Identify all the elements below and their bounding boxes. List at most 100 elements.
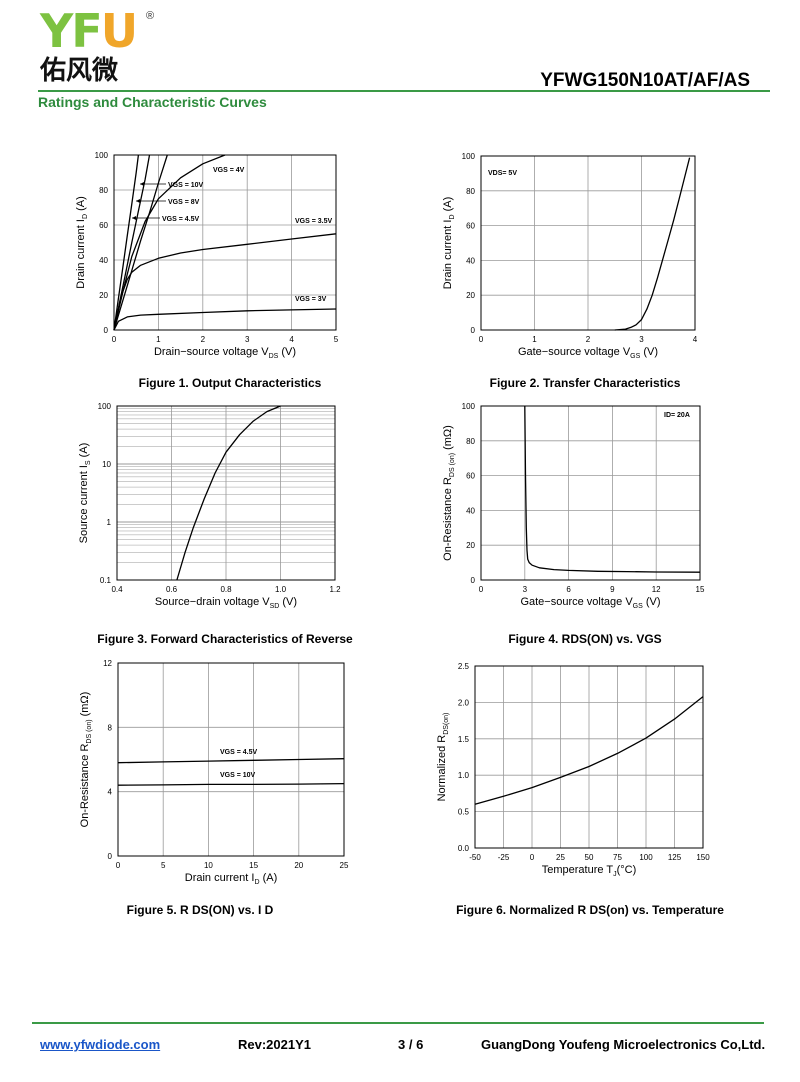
- y-tick-label: 100: [98, 402, 112, 411]
- data-series-line: [614, 157, 691, 331]
- x-tick-label: 6: [566, 585, 571, 594]
- header-divider: [38, 90, 770, 92]
- y-tick-label: 100: [95, 151, 109, 160]
- y-tick-label: 20: [466, 291, 475, 300]
- figure-3-caption: Figure 3. Forward Characteristics of Rev…: [97, 632, 353, 646]
- x-tick-label: 3: [245, 335, 250, 344]
- x-tick-label: 0.4: [111, 585, 123, 594]
- curve-label: VDS= 5V: [488, 170, 517, 177]
- y-tick-label: 60: [466, 472, 475, 481]
- data-series-line: [524, 405, 701, 573]
- x-tick-label: 150: [696, 853, 710, 862]
- figure-4-caption: Figure 4. RDS(ON) vs. VGS: [508, 632, 662, 646]
- y-axis-title: On-Resistance RDS (on) (mΩ): [442, 425, 456, 561]
- y-tick-label: 0.0: [458, 844, 470, 853]
- x-axis-title: Source−drain voltage VSD (V): [155, 596, 297, 610]
- plot-frame: [117, 662, 345, 857]
- y-tick-label: 100: [462, 152, 476, 161]
- y-axis-title: Drain current ID (A): [442, 197, 456, 290]
- curve-label: VGS = 4V: [213, 167, 245, 174]
- y-tick-label: 100: [462, 402, 476, 411]
- figure-1: 0 1 2 3 4 5 0 20 40 60 80 100 Drain−source voltage V…: [75, 151, 339, 360]
- y-tick-label: 1: [107, 518, 112, 527]
- figure-6: -50 -25 0 25 50 75 100 125 150 0.0 0.5 1.0 1.5 2.0 2.5…: [436, 662, 710, 878]
- curve-label: VGS = 10V: [168, 182, 204, 189]
- company-name: GuangDong Youfeng Microelectronics Co,Lt…: [481, 1037, 766, 1052]
- revision-label: Rev:2021Y1: [238, 1037, 311, 1052]
- y-tick-label: 10: [102, 460, 111, 469]
- x-tick-label: 9: [610, 585, 615, 594]
- logo-letter-u: U: [100, 4, 138, 58]
- plot-frame: [116, 405, 336, 581]
- y-tick-label: 40: [99, 256, 108, 265]
- company-logo: YFU: [40, 8, 138, 54]
- data-series-line: [113, 233, 337, 331]
- data-series-line: [117, 782, 345, 786]
- arrow-head: [132, 216, 136, 220]
- y-tick-label: 0.1: [100, 576, 112, 585]
- plot-frame: [480, 405, 701, 581]
- x-tick-label: 0: [479, 585, 484, 594]
- x-tick-label: 5: [161, 861, 166, 870]
- y-tick-label: 1.0: [458, 771, 470, 780]
- x-tick-label: 4: [289, 335, 294, 344]
- x-tick-label: 1.0: [275, 585, 287, 594]
- figure-3: 0.4 0.6 0.8 1.0 1.2 0.1 1 10 100 Source−drain vol…: [78, 402, 341, 610]
- y-axis-title: Normalized RDS(on): [436, 713, 450, 802]
- y-tick-label: 40: [466, 256, 475, 265]
- x-axis-title: Drain−source voltage VDS (V): [154, 346, 296, 360]
- section-title: Ratings and Characteristic Curves: [38, 94, 267, 110]
- data-series-line: [113, 154, 168, 331]
- data-series-line: [113, 154, 140, 331]
- x-tick-label: 1: [156, 335, 161, 344]
- arrow-head: [136, 199, 140, 203]
- y-tick-label: 40: [466, 506, 475, 515]
- arrow-head: [140, 182, 144, 186]
- curve-label: VGS = 3V: [295, 296, 327, 303]
- x-tick-label: 0: [479, 335, 484, 344]
- x-tick-label: 12: [652, 585, 661, 594]
- curve-label: ID= 20A: [664, 412, 690, 419]
- y-tick-label: 0: [104, 326, 109, 335]
- x-tick-label: 1: [532, 335, 537, 344]
- data-series-line: [117, 758, 345, 764]
- part-number: YFWG150N10AT/AF/AS: [540, 70, 750, 91]
- y-tick-label: 8: [108, 723, 113, 732]
- curve-label: VGS = 4.5V: [220, 749, 257, 756]
- data-series-line: [474, 696, 704, 805]
- x-tick-label: 20: [294, 861, 303, 870]
- y-tick-label: 2.5: [458, 662, 470, 671]
- x-tick-label: 0: [530, 853, 535, 862]
- curve-label: VGS = 10V: [220, 772, 256, 779]
- x-tick-label: 3: [639, 335, 644, 344]
- x-tick-label: 15: [249, 861, 258, 870]
- x-tick-label: 2: [201, 335, 206, 344]
- y-axis-title: Source current IS (A): [78, 443, 92, 544]
- x-tick-label: 3: [523, 585, 528, 594]
- x-tick-label: 125: [668, 853, 682, 862]
- x-tick-label: 5: [334, 335, 339, 344]
- x-tick-label: 25: [556, 853, 565, 862]
- x-tick-label: 100: [639, 853, 653, 862]
- x-tick-label: 15: [696, 585, 705, 594]
- x-tick-label: 0.6: [166, 585, 178, 594]
- x-tick-label: 0.8: [220, 585, 232, 594]
- y-tick-label: 0: [471, 576, 476, 585]
- y-tick-label: 0.5: [458, 808, 470, 817]
- curve-label: VGS = 4.5V: [162, 216, 199, 223]
- website-link[interactable]: www.yfwdiode.com: [40, 1037, 161, 1052]
- y-tick-label: 20: [99, 291, 108, 300]
- figure-4: 0 3 6 9 12 15 0 20 40 60 80 100 Gate−source voltage …: [442, 402, 705, 610]
- x-tick-label: 10: [204, 861, 213, 870]
- plot-frame: [480, 155, 696, 331]
- figure-1-caption: Figure 1. Output Characteristics: [138, 376, 322, 390]
- logo-letters-yf: YF: [40, 4, 103, 58]
- x-axis-title: Drain current ID (A): [185, 872, 278, 886]
- footer-divider: [32, 1022, 764, 1024]
- figure-2-caption: Figure 2. Transfer Characteristics: [489, 376, 681, 390]
- x-tick-label: 0: [116, 861, 121, 870]
- data-series-line: [113, 308, 337, 331]
- x-tick-label: 25: [340, 861, 349, 870]
- figure-6-caption: Figure 6. Normalized R DS(on) vs. Temper…: [456, 903, 724, 917]
